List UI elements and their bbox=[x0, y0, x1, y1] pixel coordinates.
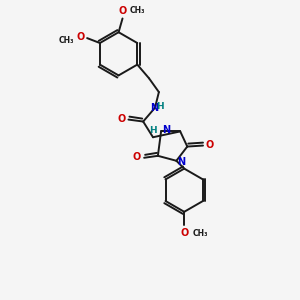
Text: CH₃: CH₃ bbox=[129, 6, 145, 15]
Text: O: O bbox=[133, 152, 141, 162]
Text: H: H bbox=[149, 126, 157, 135]
Text: N: N bbox=[177, 157, 185, 167]
Text: O: O bbox=[77, 32, 85, 42]
Text: O: O bbox=[118, 5, 127, 16]
Text: CH₃: CH₃ bbox=[59, 36, 74, 45]
Text: O: O bbox=[117, 114, 125, 124]
Text: N: N bbox=[162, 125, 170, 135]
Text: H: H bbox=[156, 102, 164, 111]
Text: CH₃: CH₃ bbox=[193, 229, 208, 238]
Text: O: O bbox=[180, 227, 188, 238]
Text: N: N bbox=[150, 103, 158, 113]
Text: O: O bbox=[206, 140, 214, 150]
